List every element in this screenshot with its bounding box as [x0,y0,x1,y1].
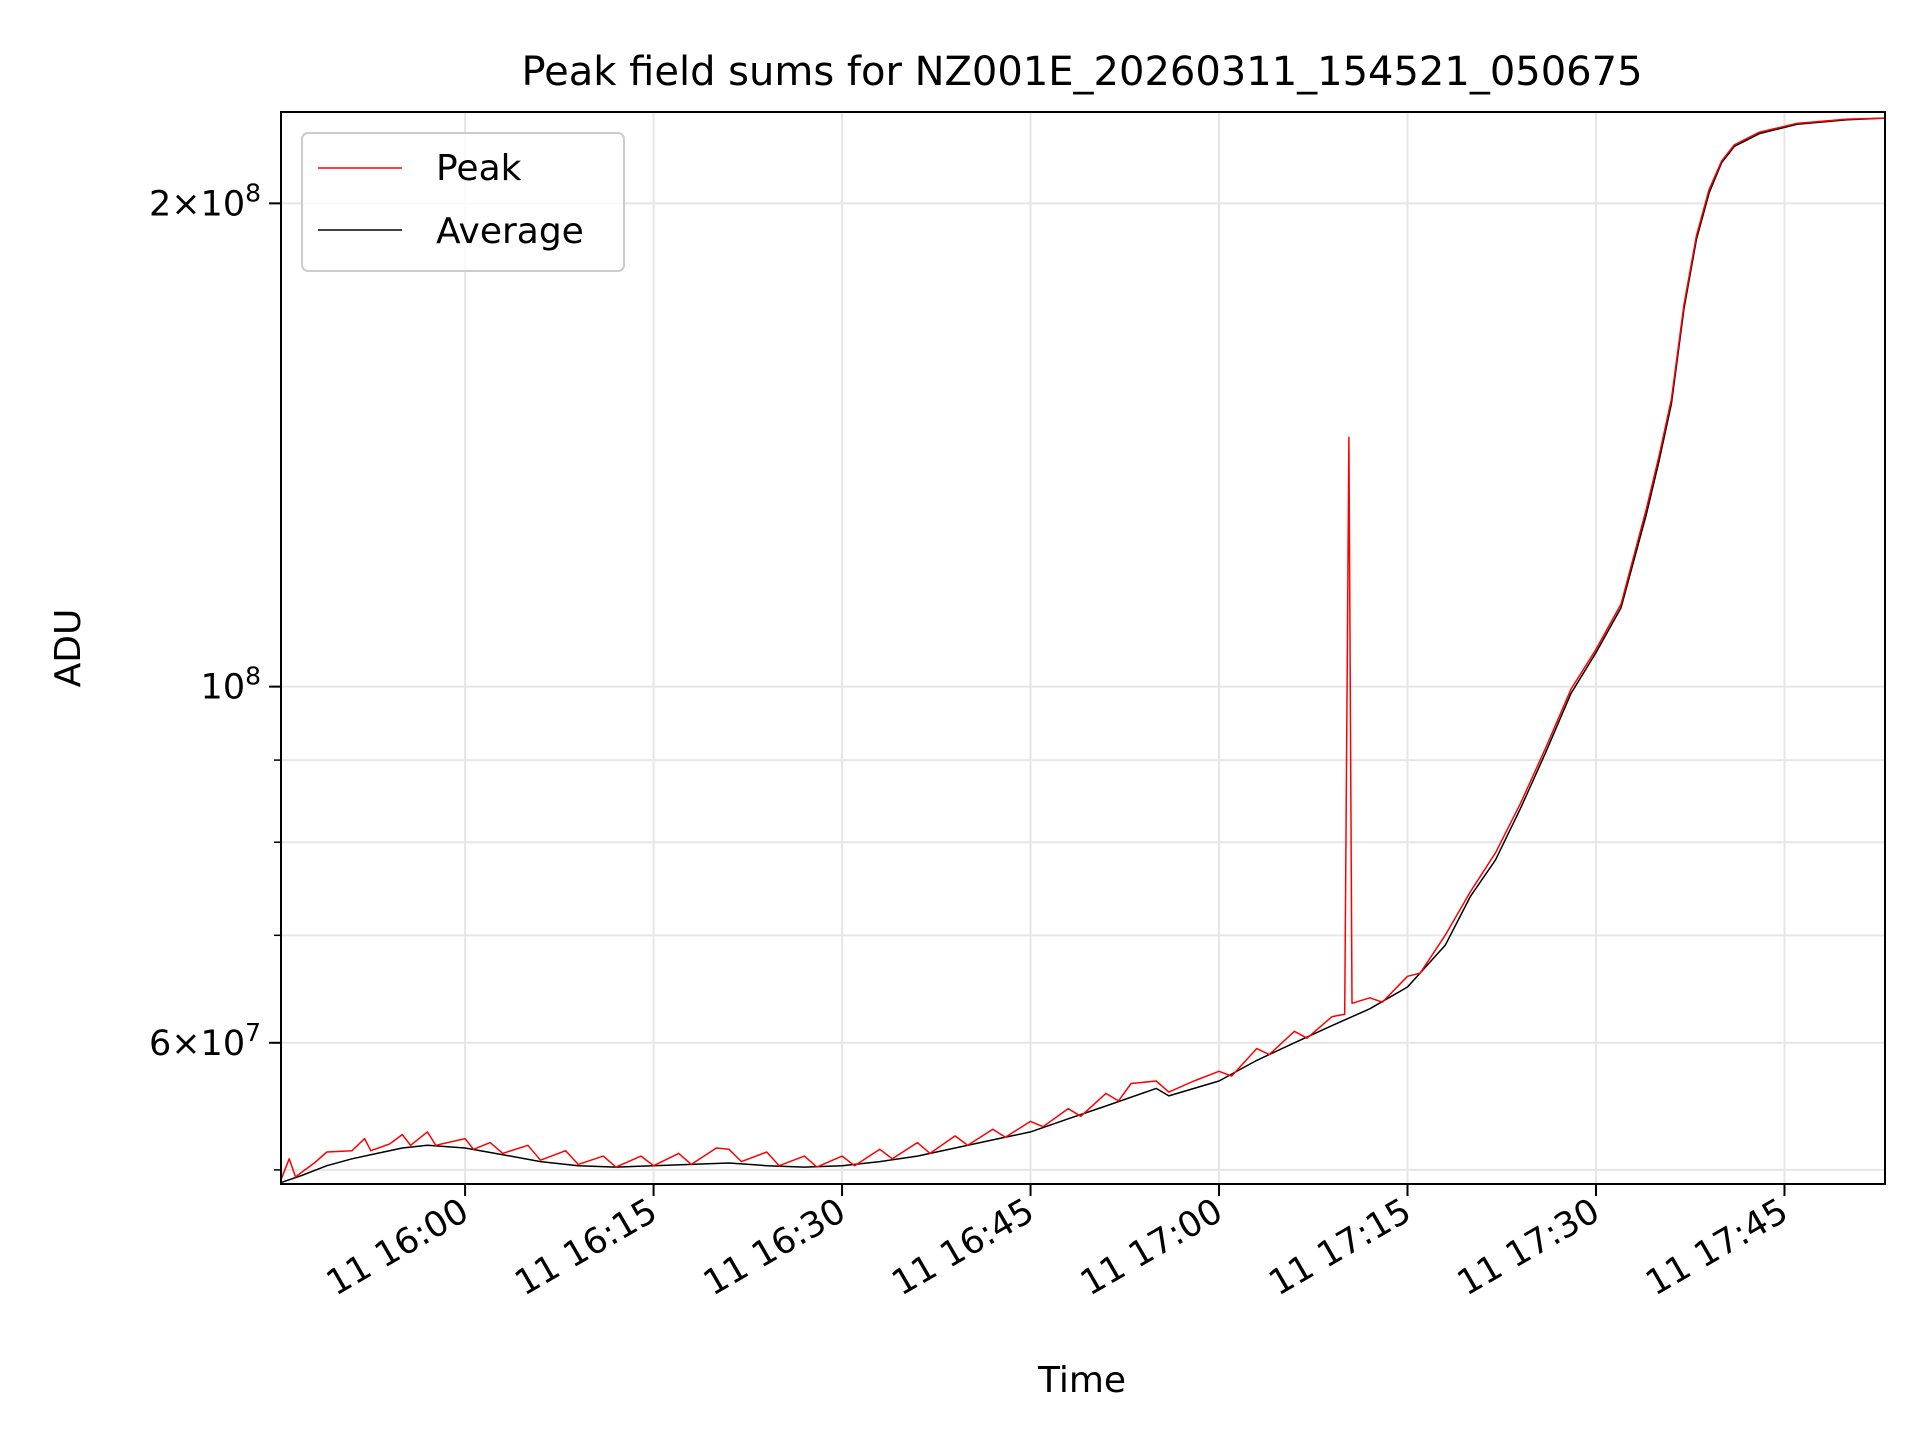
x-axis-label: Time [1037,1360,1126,1401]
y-axis-label: ADU [48,609,89,688]
series-line-peak [280,117,1886,1180]
y-tick-label: 2×108 [149,178,261,224]
plot-frame [280,111,1886,1185]
y-axis-ticks: 6×107 108 2×108 [149,178,281,1171]
legend-label-peak: Peak [436,148,522,189]
chart-title: Peak field sums for NZ001E_20260311_1545… [521,49,1642,95]
y-tick-label: 108 [201,662,261,708]
legend-label-average: Average [436,211,584,252]
y-tick-label: 6×107 [149,1018,261,1064]
plot-series [280,117,1886,1184]
legend: Peak Average [301,132,625,272]
